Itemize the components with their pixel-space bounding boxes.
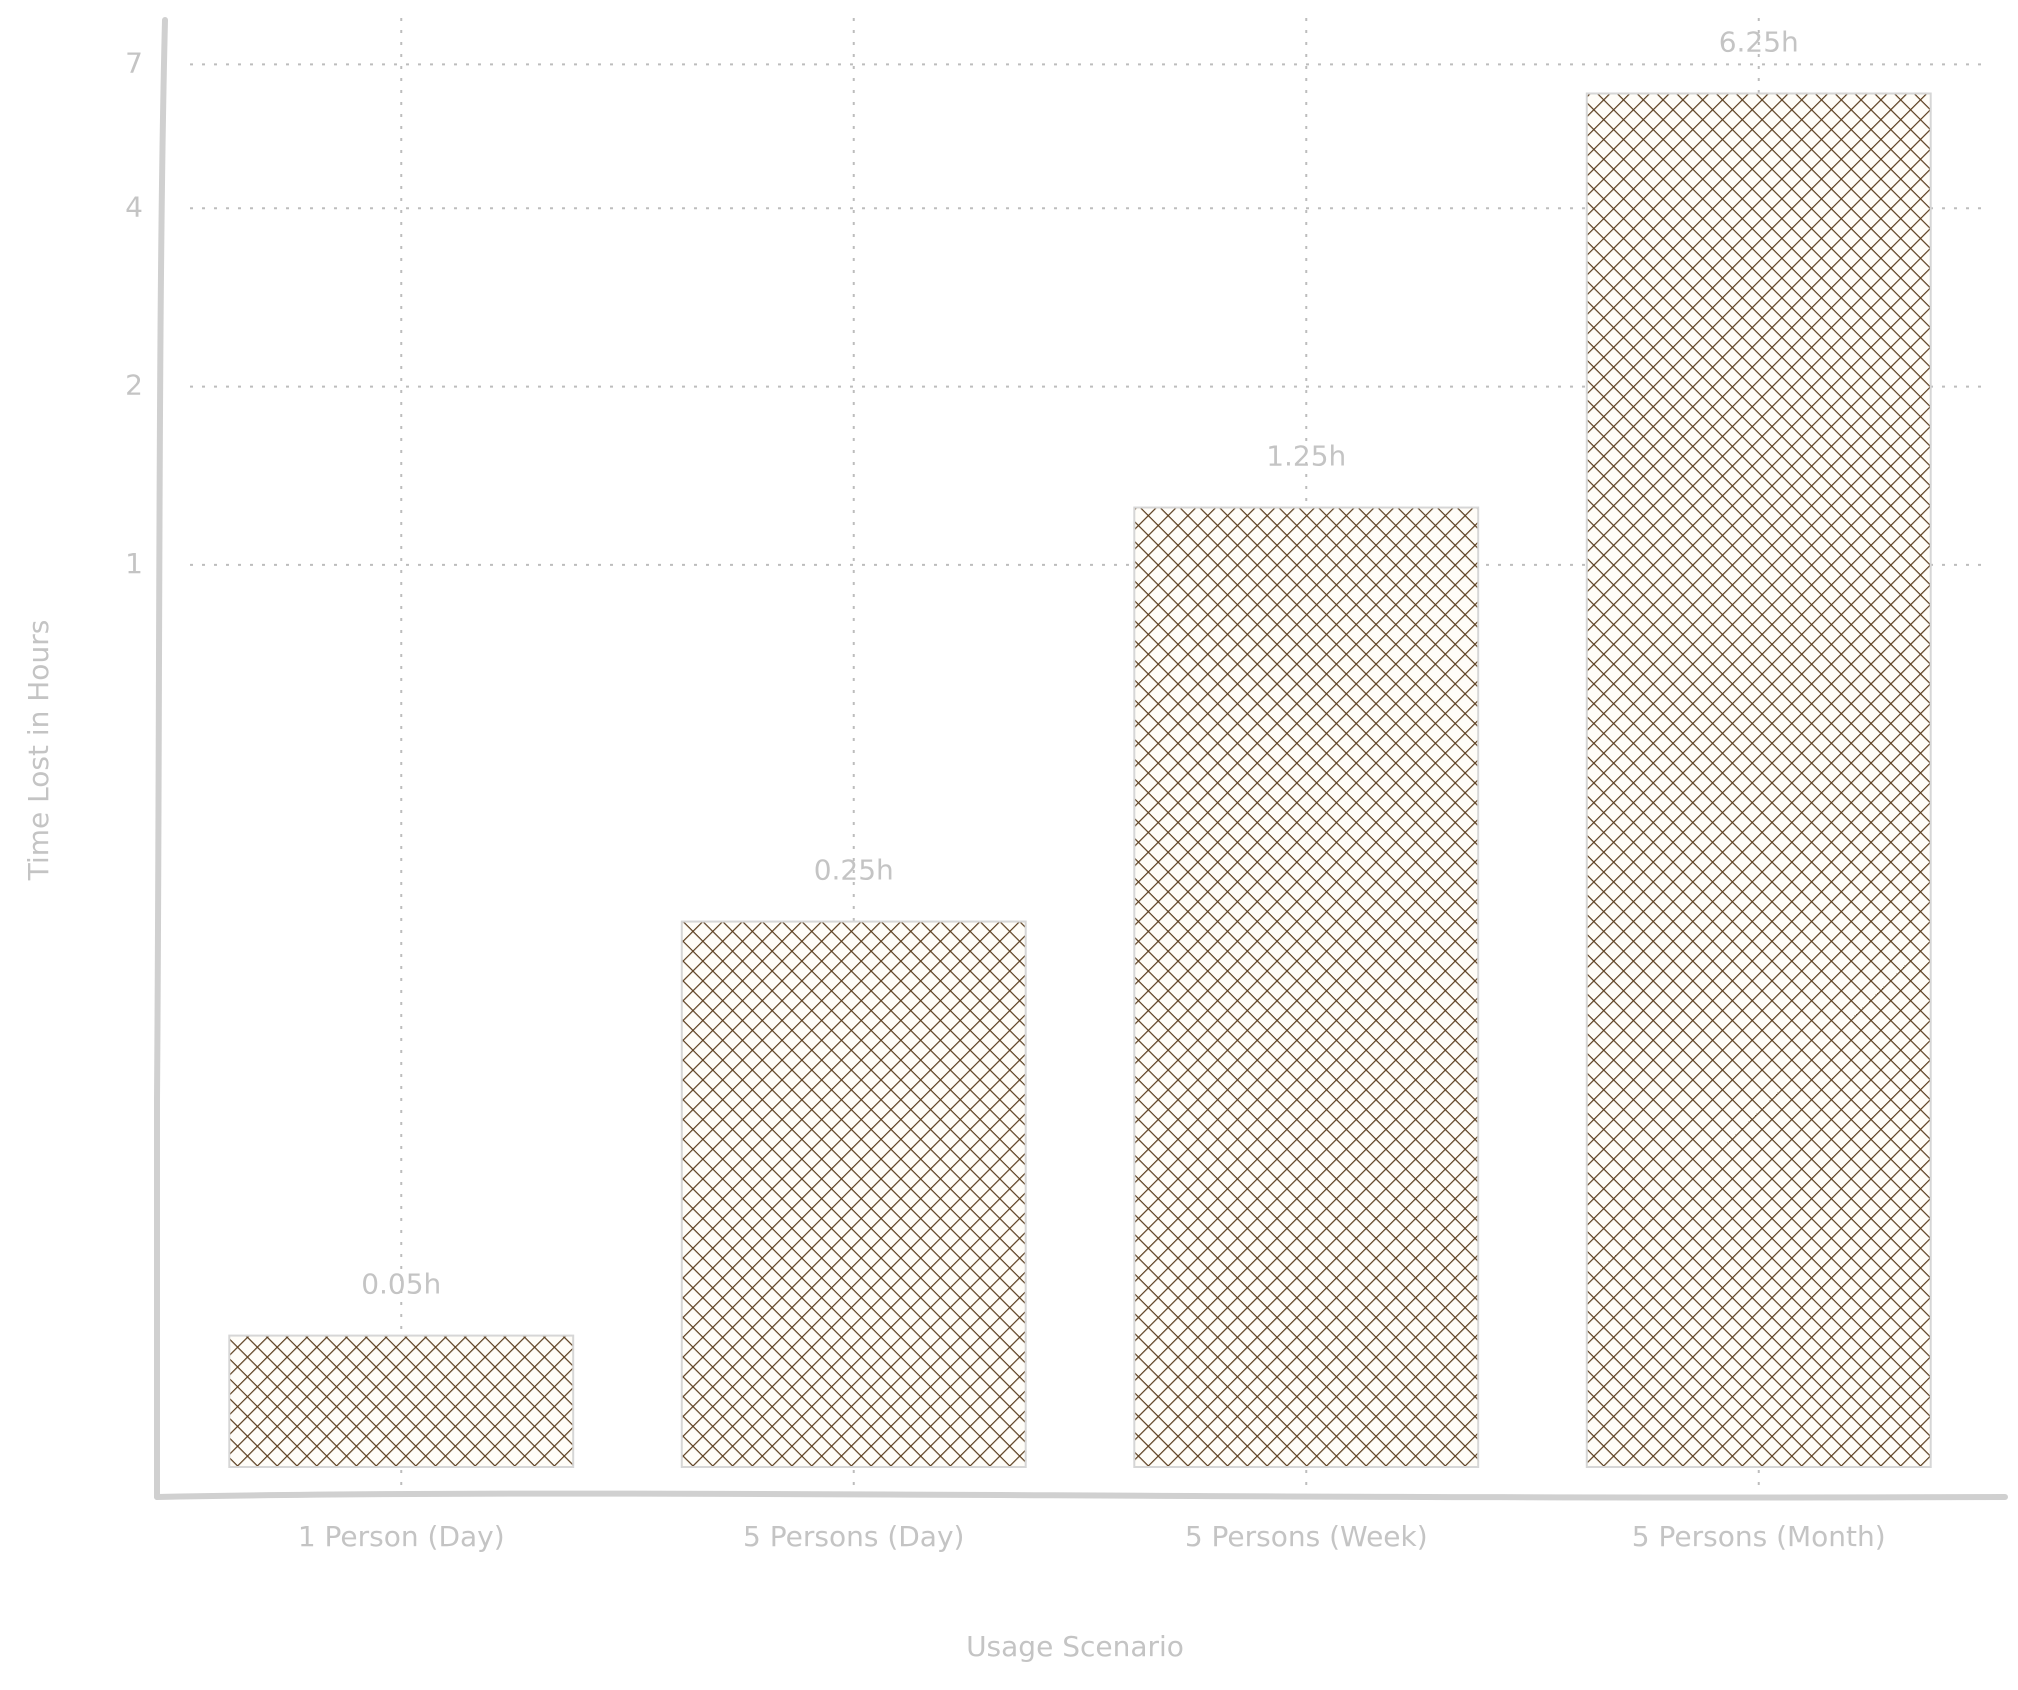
value-label: 0.25h [814,854,894,887]
x-tick-label: 1 Person (Day) [298,1520,505,1553]
y-axis [153,17,168,1500]
y-axis-label: Time Lost in Hours [22,620,55,882]
value-label: 6.25h [1719,26,1799,59]
x-tick-label: 5 Persons (Week) [1185,1520,1428,1553]
y-tick-label: 1 [125,547,143,580]
x-tick-label: 5 Persons (Day) [743,1520,964,1553]
y-tick-label: 2 [125,369,143,402]
bar [1133,506,1480,1468]
x-axis [154,1490,2008,1501]
y-tick-label: 7 [125,46,143,79]
x-axis-label: Usage Scenario [966,1630,1184,1663]
x-tick-label: 5 Persons (Month) [1632,1520,1886,1553]
value-label: 0.05h [361,1268,441,1301]
bar [1585,92,1932,1468]
value-label: 1.25h [1266,440,1346,473]
y-tick-label: 4 [125,190,143,223]
bar [228,1334,575,1469]
bar [680,920,1027,1468]
